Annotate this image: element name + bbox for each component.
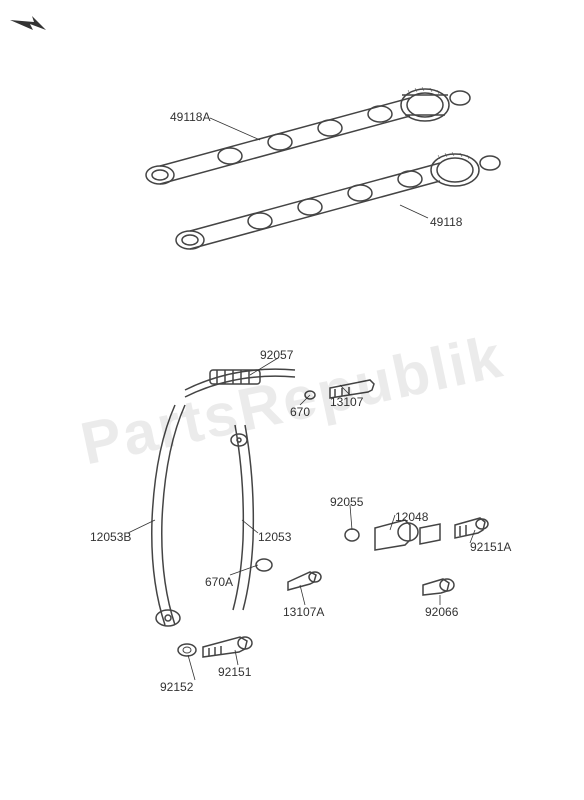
label-92151a: 92151A bbox=[470, 540, 511, 554]
label-13107: 13107 bbox=[330, 395, 363, 409]
label-12053b: 12053B bbox=[90, 530, 131, 544]
label-92152: 92152 bbox=[160, 680, 193, 694]
label-92151: 92151 bbox=[218, 665, 251, 679]
label-49118: 49118 bbox=[430, 215, 462, 229]
label-12053: 12053 bbox=[258, 530, 291, 544]
label-92066: 92066 bbox=[425, 605, 458, 619]
label-670a: 670A bbox=[205, 575, 233, 589]
label-49118a: 49118A bbox=[170, 110, 210, 124]
label-92057: 92057 bbox=[260, 348, 293, 362]
label-12048: 12048 bbox=[395, 510, 428, 524]
leader-lines bbox=[0, 0, 584, 800]
label-670: 670 bbox=[290, 405, 310, 419]
label-92055: 92055 bbox=[330, 495, 363, 509]
label-13107a: 13107A bbox=[283, 605, 324, 619]
